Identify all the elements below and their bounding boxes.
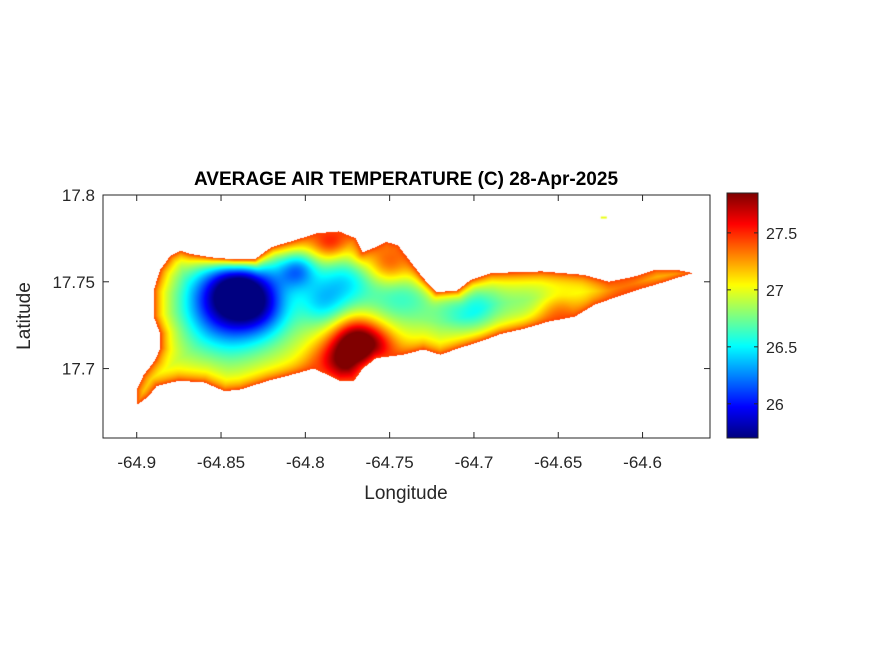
- colorbar: 26 26.5 27 27.5: [726, 192, 797, 439]
- x-tick-label: -64.75: [366, 453, 414, 472]
- colorbar-tick-label: 27: [766, 283, 784, 300]
- x-tick-label: -64.9: [117, 453, 156, 472]
- x-tick-label: -64.7: [455, 453, 494, 472]
- colorbar-tick-label: 27.5: [766, 226, 797, 243]
- x-tick-label: -64.6: [623, 453, 662, 472]
- colorbar-ticks: 26 26.5 27 27.5: [727, 226, 797, 414]
- y-tick-label: 17.75: [52, 273, 95, 292]
- y-axis: 17.7 17.75 17.8: [52, 186, 710, 379]
- x-axis-label: Longitude: [364, 483, 447, 504]
- x-tick-label: -64.85: [197, 453, 245, 472]
- y-tick-label: 17.8: [62, 186, 95, 205]
- y-tick-label: 17.7: [62, 360, 95, 379]
- x-tick-label: -64.8: [286, 453, 325, 472]
- colorbar-tick-label: 26.5: [766, 340, 797, 357]
- colorbar-gradient: [727, 193, 758, 438]
- colorbar-tick-label: 26: [766, 397, 784, 414]
- chart-title: AVERAGE AIR TEMPERATURE (C) 28-Apr-2025: [194, 169, 618, 190]
- x-tick-label: -64.65: [534, 453, 582, 472]
- heatmap-image: [103, 195, 710, 438]
- axes-frame: [102, 194, 711, 439]
- plot-area: -64.9 -64.85 -64.8 -64.75 -64.7 -64.65 -64.6 1…: [52, 186, 711, 472]
- colorbar-frame: [726, 192, 759, 439]
- y-axis-label: Latitude: [14, 282, 35, 350]
- x-axis: -64.9 -64.85 -64.8 -64.75 -64.7 -64.65 -64.6: [117, 195, 662, 472]
